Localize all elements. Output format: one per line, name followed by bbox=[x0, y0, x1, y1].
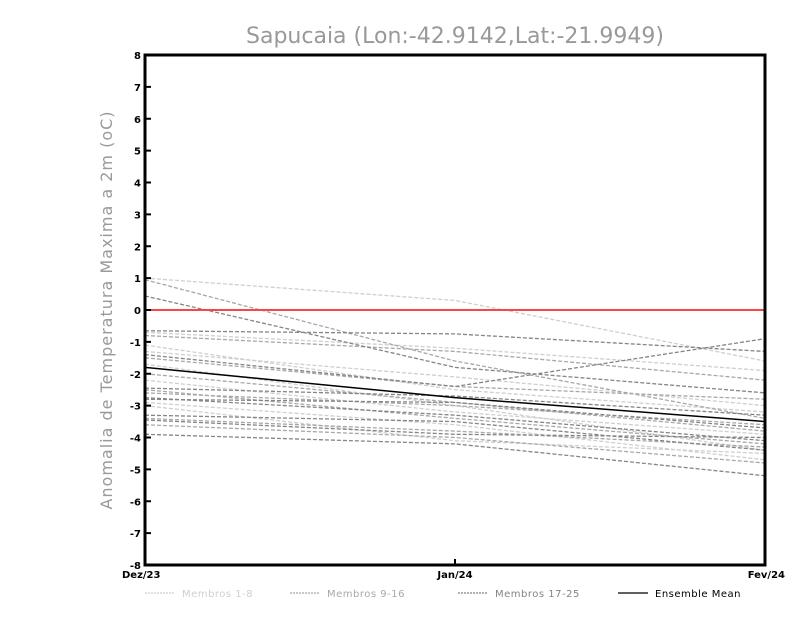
member-line bbox=[144, 350, 766, 407]
member-line bbox=[144, 424, 766, 464]
member-line bbox=[144, 419, 766, 439]
y-tick-label: 0 bbox=[134, 306, 141, 317]
member-line bbox=[144, 279, 766, 420]
legend-label: Ensemble Mean bbox=[655, 589, 741, 600]
member-line bbox=[144, 334, 766, 381]
member-line bbox=[144, 417, 766, 448]
member-line bbox=[144, 404, 766, 455]
legend-label: Membros 17-25 bbox=[495, 589, 580, 600]
member-line bbox=[144, 401, 766, 461]
y-tick-label: -4 bbox=[130, 434, 141, 445]
x-tick-label: Jan/24 bbox=[436, 570, 472, 581]
x-tick-label: Fev/24 bbox=[748, 570, 785, 581]
member-line bbox=[144, 398, 766, 429]
member-line bbox=[144, 338, 766, 388]
member-line bbox=[144, 344, 766, 413]
y-tick-label: 5 bbox=[134, 147, 141, 158]
member-line bbox=[144, 277, 766, 362]
ensemble-mean-line bbox=[144, 366, 766, 423]
y-tick-label: 2 bbox=[134, 242, 141, 253]
member-line bbox=[144, 379, 766, 435]
member-line bbox=[144, 392, 766, 426]
y-axis-label: Anomalia de Temperatura Maxima a 2m (oC) bbox=[97, 110, 116, 509]
y-tick-label: -2 bbox=[130, 370, 141, 381]
chart-marks: -8 -7 -6 -5 -4 -3 -2 -1 0 1 2 3 4 5 6 7 8 Dez/23 Jan/24 Fev… bbox=[122, 51, 785, 581]
y-tick-label: 6 bbox=[134, 115, 141, 126]
legend-label: Membros 1-8 bbox=[182, 589, 253, 600]
legend-label: Membros 9-16 bbox=[327, 589, 405, 600]
y-tick-label: -8 bbox=[130, 561, 141, 572]
x-tick-label: Dez/23 bbox=[122, 570, 161, 581]
y-tick-label: -5 bbox=[130, 465, 141, 476]
member-line bbox=[144, 295, 766, 394]
y-tick-label: -1 bbox=[130, 338, 141, 349]
member-line bbox=[144, 414, 766, 451]
y-tick-label: 4 bbox=[134, 179, 141, 190]
y-tick-label: -6 bbox=[130, 497, 141, 508]
y-tick-label: 1 bbox=[134, 274, 141, 285]
chart-title: Sapucaia (Lon:-42.9142,Lat:-21.9949) bbox=[246, 24, 664, 49]
y-tick-label: 3 bbox=[134, 210, 141, 221]
member-line bbox=[144, 397, 766, 442]
member-line bbox=[144, 331, 766, 372]
member-line bbox=[144, 389, 766, 445]
member-line bbox=[144, 373, 766, 432]
member-line bbox=[144, 433, 766, 477]
legend: Membros 1-8 Membros 9-16 Membros 17-25 Ense… bbox=[145, 589, 741, 600]
member-line bbox=[144, 387, 766, 416]
member-line bbox=[144, 357, 766, 400]
y-tick-label: -7 bbox=[130, 529, 141, 540]
y-tick-label: 7 bbox=[134, 83, 141, 94]
y-tick-label: -3 bbox=[130, 402, 141, 413]
member-line bbox=[144, 330, 766, 353]
y-tick-label: 8 bbox=[134, 51, 141, 62]
member-lines bbox=[144, 277, 766, 477]
